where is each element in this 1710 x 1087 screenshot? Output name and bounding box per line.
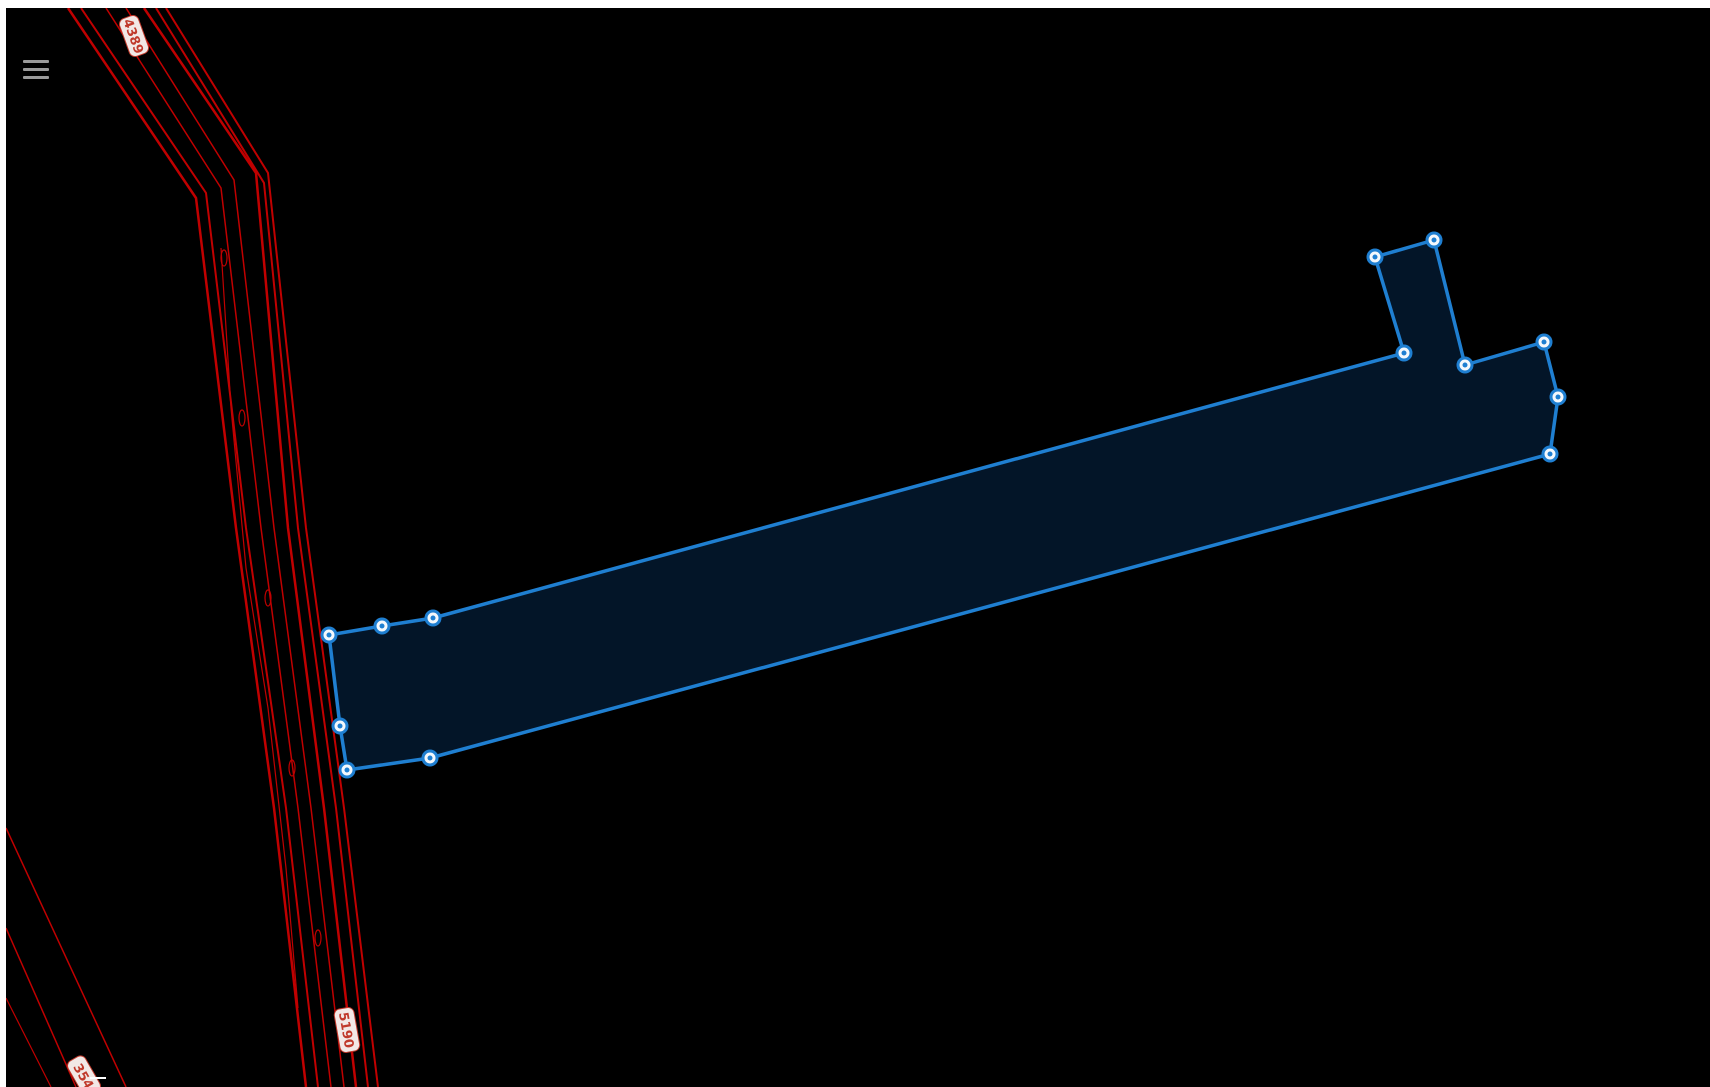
vertex-handle[interactable]: [320, 626, 338, 644]
road-edge: [142, 8, 358, 1087]
vertex-handle[interactable]: [1366, 248, 1384, 266]
map-viewport[interactable]: 4389 5190 354: [6, 8, 1710, 1087]
road-marker: [220, 249, 228, 267]
vertex-handle[interactable]: [1395, 344, 1413, 362]
road-label-5190: 5190: [333, 1007, 361, 1053]
vertex-handle[interactable]: [421, 749, 439, 767]
vertex-handle[interactable]: [1425, 231, 1443, 249]
road-label-4389: 4389: [118, 14, 150, 58]
road-marker: [288, 759, 296, 777]
parcel-vertices[interactable]: [320, 231, 1567, 779]
vertex-handle[interactable]: [1535, 333, 1553, 351]
road-marker: [314, 929, 322, 947]
road-marker: [238, 409, 246, 427]
vertex-handle[interactable]: [338, 761, 356, 779]
vertex-handle[interactable]: [1456, 356, 1474, 374]
road-edge: [6, 927, 77, 1087]
road-edge: [155, 8, 369, 1087]
road-edge: [125, 8, 345, 1087]
road-edge: [6, 997, 52, 1087]
road-label-354: 354: [67, 1055, 101, 1087]
road-marker: [264, 589, 272, 607]
road-network: [6, 8, 379, 1087]
hamburger-menu-icon[interactable]: [18, 52, 52, 86]
road-edge: [105, 8, 332, 1087]
parcel-polygon[interactable]: [327, 238, 1560, 772]
road-edge: [165, 8, 379, 1087]
road-edge: [80, 8, 319, 1087]
road-median: [220, 247, 299, 1009]
vertex-handle[interactable]: [424, 609, 442, 627]
road-label-text: 5190: [335, 1011, 356, 1049]
road-edge: [6, 827, 127, 1087]
vertex-handle[interactable]: [373, 617, 391, 635]
map-canvas[interactable]: 4389 5190 354: [6, 8, 1710, 1087]
vertex-handle[interactable]: [331, 717, 349, 735]
road-edge: [66, 8, 308, 1087]
vertex-handle[interactable]: [1549, 388, 1567, 406]
vertex-handle[interactable]: [1541, 445, 1559, 463]
